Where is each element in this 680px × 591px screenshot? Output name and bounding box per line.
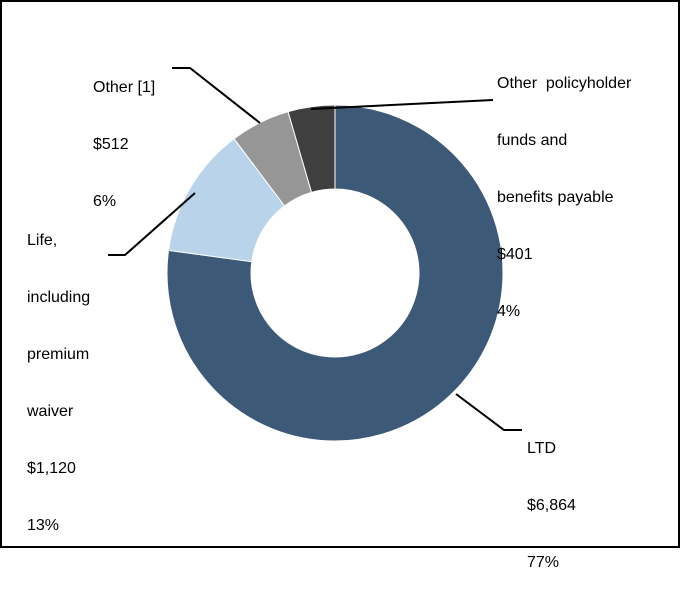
label-ltd-value: $6,864 [527,497,576,514]
label-other-value: $512 [93,136,129,153]
label-life-value: $1,120 [27,460,76,477]
slice-policyholder [287,104,336,193]
leader-ltd [455,393,522,431]
leader-policyholder [310,99,494,110]
label-life-name-2: including [27,289,91,306]
label-ltd-name: LTD [527,440,557,457]
label-ltd-percent: 77% [527,554,560,571]
label-life: Life, including premium waiver $1,120 13… [27,193,90,554]
label-other: Other [1] $512 6% [93,40,155,230]
slice-ltd [166,104,504,442]
label-life-percent: 13% [27,517,60,534]
chart-frame [0,0,680,548]
label-policyholder-name-3: benefits payable [497,189,614,206]
label-policyholder-name-2: funds and [497,132,568,149]
leader-life [108,192,196,256]
label-other-percent: 6% [93,193,117,210]
label-policyholder-value: $401 [497,246,533,263]
donut-chart [108,67,522,442]
label-other-name: Other [1] [93,79,156,96]
leader-other [172,67,261,124]
label-policyholder-name-1: Other policyholder [497,75,632,92]
label-policyholder-percent: 4% [497,303,521,320]
label-life-name-1: Life, [27,232,58,249]
label-life-name-3: premium [27,346,90,363]
label-life-name-4: waiver [27,403,74,420]
label-ltd: LTD $6,864 77% [527,401,576,591]
label-policyholder: Other policyholder funds and benefits pa… [497,36,631,340]
